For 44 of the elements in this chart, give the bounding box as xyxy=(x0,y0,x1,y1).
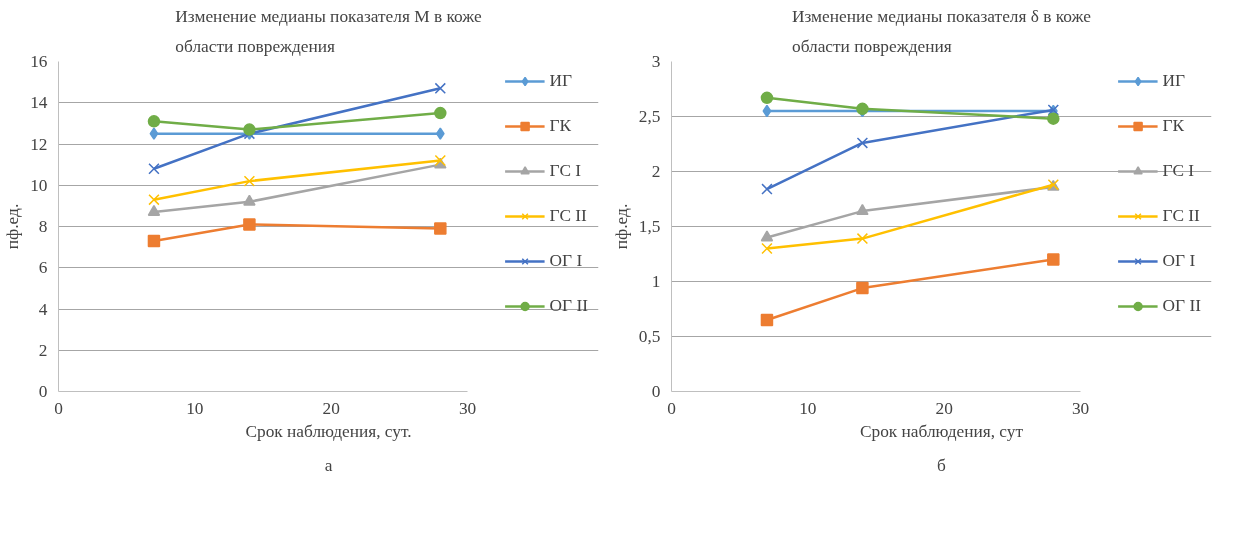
legend-label: ИГ xyxy=(549,71,573,91)
chart-title: Изменение медианы показателя δ в коже области повреждения xyxy=(791,7,1092,57)
x-tick-label: 20 xyxy=(322,398,340,418)
x-tick-label: 10 xyxy=(186,398,204,418)
y-tick-label: 0,5 xyxy=(638,327,661,346)
y-tick-label: 12 xyxy=(30,134,48,154)
y-tick-label: 2,5 xyxy=(638,107,661,126)
x-tick-label: 20 xyxy=(935,398,953,418)
y-tick-label: 0 xyxy=(38,382,48,401)
y-tick-label: 8 xyxy=(38,217,48,236)
y-tick-label: 10 xyxy=(30,175,48,195)
x-axis-title: Срок наблюдения, сут. xyxy=(245,421,412,441)
text: б xyxy=(937,455,947,475)
y-axis-title: пф.ед. xyxy=(611,203,631,250)
legend-label: ГК xyxy=(549,116,572,136)
legend-label: ОГ II xyxy=(1162,296,1201,316)
legend-label: ГК xyxy=(1162,116,1185,136)
x-tick-label: 0 xyxy=(667,398,676,418)
legend-label: ИГ xyxy=(1162,71,1186,91)
legend-label: ГС II xyxy=(1162,206,1200,226)
y-axis-title: пф.ед. xyxy=(3,203,23,250)
legend-label: ОГ I xyxy=(1162,251,1196,271)
y-tick-label: 0 xyxy=(651,382,661,401)
y-tick-label: 2 xyxy=(651,162,661,181)
x-axis-title: Срок наблюдения, сут xyxy=(859,421,1024,441)
y-tick-label: 16 xyxy=(30,52,48,71)
legend-label: ГС I xyxy=(549,161,582,181)
y-tick-label: 2 xyxy=(38,340,48,360)
y-tick-label: 4 xyxy=(38,299,48,319)
legend-label: ГС I xyxy=(1162,161,1195,181)
legend-label: ОГ II xyxy=(549,296,588,316)
legend-label: ГС II xyxy=(549,206,587,226)
x-tick-label: 30 xyxy=(1071,398,1090,418)
y-tick-label: 6 xyxy=(38,258,48,278)
y-tick-label: 1,5 xyxy=(638,217,661,236)
x-tick-label: 30 xyxy=(458,398,477,418)
x-tick-label: 10 xyxy=(799,398,817,418)
y-tick-label: 14 xyxy=(30,93,48,113)
legend-label: ОГ I xyxy=(549,251,583,271)
y-tick-label: 1 xyxy=(651,272,661,291)
chart-title: Изменение медианы показателя M в коже области повреждения xyxy=(175,7,482,57)
text: а xyxy=(324,455,333,475)
x-tick-label: 0 xyxy=(54,398,63,418)
y-tick-label: 3 xyxy=(651,52,661,71)
